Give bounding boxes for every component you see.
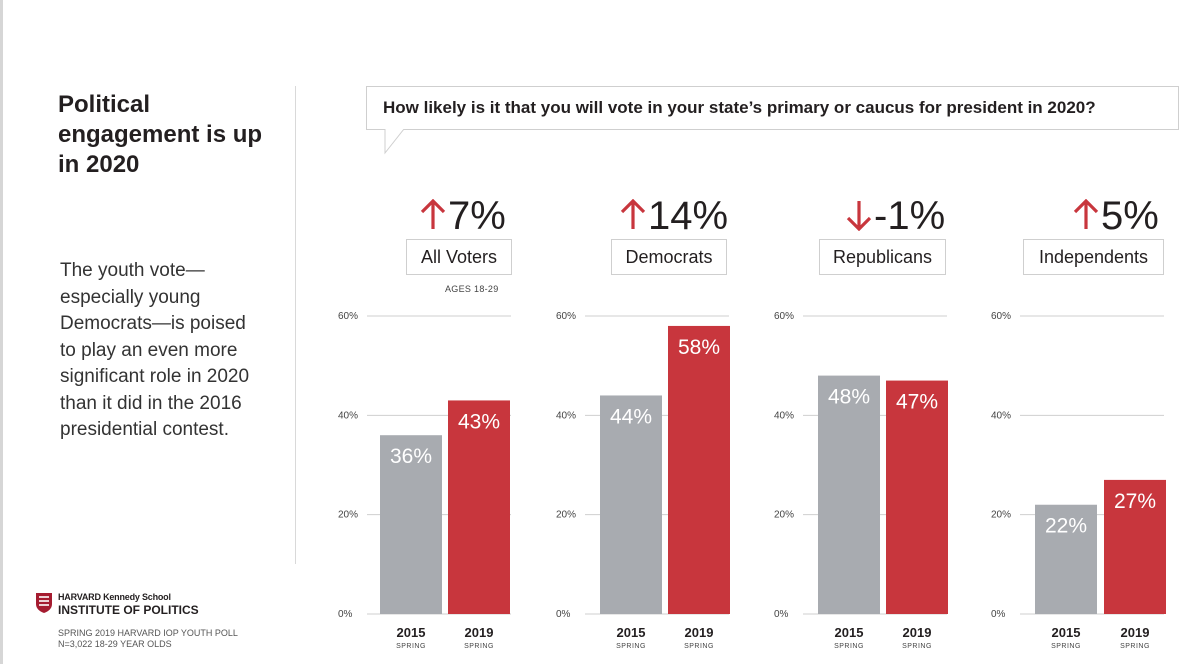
logo-school-name: HARVARD Kennedy School [58, 592, 171, 602]
data-label: 44% [610, 405, 652, 428]
y-tick-label: 40% [338, 410, 358, 421]
y-tick-label: 20% [338, 510, 358, 521]
y-tick-label: 60% [774, 311, 794, 322]
group-label-all-voters: All Voters [406, 239, 512, 275]
group-label-text: All Voters [420, 246, 498, 267]
change-value: 7% [448, 194, 506, 238]
x-tick-sublabel: SPRING [1120, 643, 1150, 650]
group-label-text: Democrats [625, 246, 713, 267]
y-tick-label: 0% [338, 609, 353, 620]
group-label-text: Independents [1038, 246, 1149, 267]
age-note: AGES 18-29 [445, 284, 499, 294]
source-line-1: SPRING 2019 HARVARD IOP YOUTH POLL [58, 628, 238, 638]
harvard-shield-icon [36, 593, 52, 613]
y-tick-label: 20% [556, 510, 576, 521]
y-tick-label: 0% [991, 609, 1006, 620]
left-edge-rule [0, 0, 3, 664]
y-tick-label: 0% [774, 609, 789, 620]
data-label: 36% [390, 445, 432, 468]
bar-2015 [818, 375, 880, 614]
y-tick-label: 0% [556, 609, 571, 620]
data-label: 48% [828, 386, 870, 409]
data-label: 47% [896, 391, 938, 414]
data-label: 58% [678, 336, 720, 359]
y-tick-label: 40% [774, 410, 794, 421]
y-tick-label: 60% [991, 311, 1011, 322]
x-tick-label: 2015 [617, 625, 646, 640]
arrow-up-icon [420, 199, 446, 229]
x-tick-label: 2015 [1052, 625, 1081, 640]
change-value: 5% [1101, 194, 1159, 238]
data-label: 27% [1114, 490, 1156, 513]
bar-2015 [1035, 504, 1097, 614]
change-value: 14% [648, 194, 729, 238]
change-indicator: 5% [1073, 196, 1159, 236]
y-tick-label: 20% [991, 510, 1011, 521]
bar-2015 [380, 435, 442, 614]
source-line-2: N=3,022 18-29 YEAR OLDS [58, 639, 172, 649]
change-indicator: 14% [620, 196, 728, 236]
y-tick-label: 60% [338, 311, 358, 322]
vertical-divider [295, 86, 296, 564]
logo-institute-name: INSTITUTE OF POLITICS [58, 603, 199, 617]
x-tick-sublabel: SPRING [616, 643, 646, 650]
x-tick-sublabel: SPRING [396, 643, 426, 650]
change-indicator: 7% [420, 196, 506, 236]
body-text: The youth vote— especially young Democra… [60, 260, 250, 440]
bar-2019 [448, 400, 510, 614]
x-tick-sublabel: SPRING [902, 643, 932, 650]
x-tick-label: 2015 [397, 625, 426, 640]
x-tick-label: 2015 [835, 625, 864, 640]
group-label-text: Republicans [832, 246, 933, 267]
speech-bubble-tail [384, 129, 405, 155]
x-tick-label: 2019 [465, 625, 494, 640]
change-indicator: -1% [846, 196, 945, 236]
bar-2019 [668, 325, 730, 614]
bar-2019 [1104, 479, 1166, 614]
group-label-democrats: Democrats [611, 239, 727, 275]
group-label-independents: Independents [1023, 239, 1164, 275]
source-note: SPRING 2019 HARVARD IOP YOUTH POLL N=3,0… [58, 628, 238, 650]
y-tick-label: 40% [556, 410, 576, 421]
arrow-down-icon [846, 201, 872, 231]
group-label-republicans: Republicans [819, 239, 946, 275]
x-tick-sublabel: SPRING [1051, 643, 1081, 650]
arrow-up-icon [620, 199, 646, 229]
x-tick-label: 2019 [903, 625, 932, 640]
question-box: How likely is it that you will vote in y… [366, 86, 1179, 130]
data-label: 43% [458, 410, 500, 433]
y-tick-label: 60% [556, 311, 576, 322]
bar-2015 [600, 395, 662, 614]
x-tick-sublabel: SPRING [834, 643, 864, 650]
x-tick-sublabel: SPRING [464, 643, 494, 650]
bar-2019 [886, 380, 948, 614]
data-label: 22% [1045, 515, 1087, 538]
y-tick-label: 40% [991, 410, 1011, 421]
arrow-up-icon [1073, 199, 1099, 229]
x-tick-label: 2019 [1121, 625, 1150, 640]
question-text: How likely is it that you will vote in y… [383, 98, 1096, 117]
page-title: Political engagement is up in 2020 [58, 91, 263, 178]
x-tick-sublabel: SPRING [684, 643, 714, 650]
x-tick-label: 2019 [685, 625, 714, 640]
y-tick-label: 20% [774, 510, 794, 521]
change-value: -1% [874, 194, 946, 238]
